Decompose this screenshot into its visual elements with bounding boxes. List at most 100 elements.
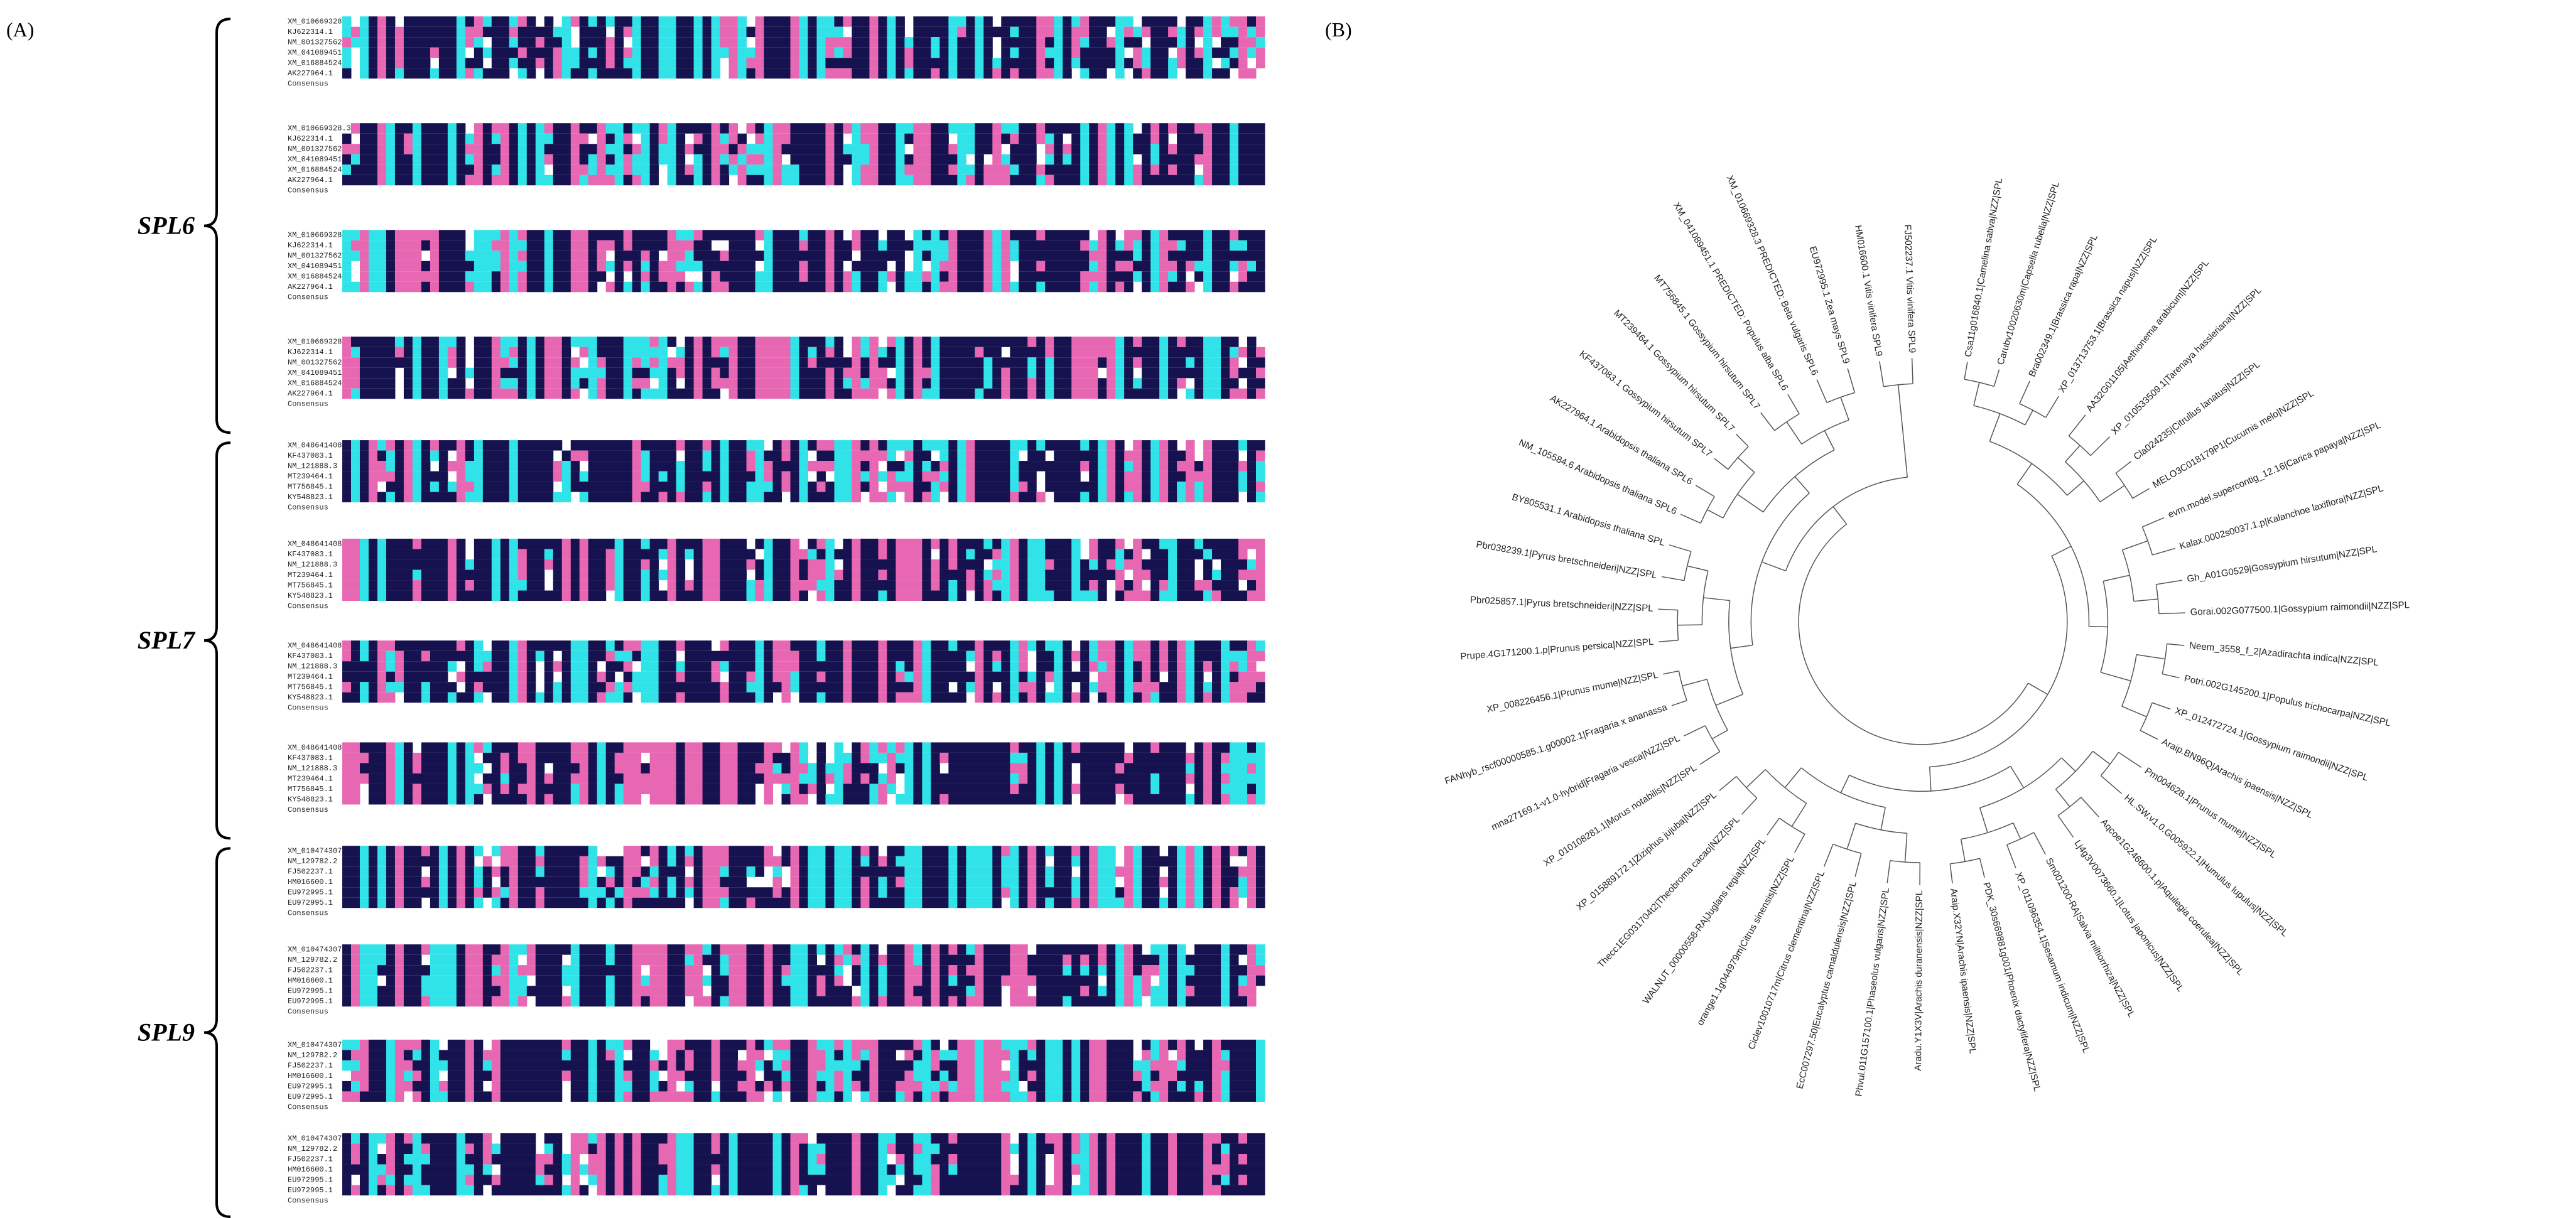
residue-run [588, 388, 598, 399]
branch [2099, 485, 2125, 503]
residue-run [931, 482, 940, 492]
residue-run [843, 539, 852, 549]
residue-run [676, 742, 686, 753]
residue-run [500, 271, 510, 282]
residue-run [1098, 1164, 1107, 1175]
residue-run [1238, 975, 1248, 986]
residue-run [685, 549, 695, 560]
residue-run [605, 773, 624, 784]
residue-run [517, 965, 536, 976]
residue-run [623, 846, 642, 856]
residue-run [394, 742, 404, 753]
residue-run [1107, 164, 1116, 175]
residue-run [728, 856, 765, 867]
residue-run [939, 47, 949, 58]
residue-run [983, 1070, 1010, 1081]
residue-run [825, 876, 835, 888]
branch [1682, 679, 1707, 687]
residue-run [368, 1143, 378, 1155]
residue-run [1230, 682, 1257, 693]
residue-run [860, 347, 870, 358]
residue-run [359, 251, 369, 261]
residue-run [720, 450, 730, 461]
residue-run [491, 1185, 563, 1196]
residue-run [1186, 692, 1195, 703]
consensus-label: Consensus [288, 909, 328, 918]
residue-run [702, 763, 721, 773]
residue-run [693, 876, 703, 888]
residue-run [816, 752, 826, 763]
residue-run [368, 1185, 378, 1196]
branch [1730, 644, 1753, 649]
residue-run [904, 37, 914, 48]
residue-run [649, 1050, 659, 1060]
residue-run [368, 1050, 387, 1060]
residue-run [922, 650, 931, 662]
residue-run [1124, 240, 1134, 251]
residue-run [957, 271, 984, 282]
residue-run [553, 271, 571, 282]
residue-run [394, 1175, 404, 1185]
residue-run [1230, 261, 1239, 272]
residue-run [711, 164, 721, 175]
residue-run [702, 367, 712, 379]
residue-run [1124, 357, 1134, 368]
residue-run [922, 784, 931, 794]
residue-run [1133, 240, 1142, 251]
residue-run [720, 251, 730, 261]
residue-run [825, 539, 835, 549]
residue-run [614, 1175, 624, 1185]
residue-run [1159, 773, 1186, 784]
residue-run [1203, 133, 1213, 144]
residue-run [676, 26, 695, 38]
residue-run [896, 154, 905, 165]
alignment-block: XM_010474307.3NM_129782.2FJ502237.1HM016… [288, 1133, 1265, 1205]
residue-run [685, 887, 695, 898]
residue-run [1168, 1185, 1177, 1196]
residue-run [1036, 794, 1046, 805]
residue-run [711, 1091, 721, 1102]
residue-run [570, 68, 589, 79]
residue-run [1080, 281, 1090, 293]
residue-run [834, 784, 843, 794]
residue-run [1133, 650, 1151, 662]
residue-run [1203, 1039, 1213, 1050]
residue-run [781, 784, 791, 794]
residue-run [632, 230, 668, 240]
residue-run [597, 261, 607, 272]
residue-run [509, 133, 519, 144]
residue-run [720, 123, 730, 134]
residue-run [676, 440, 686, 451]
residue-run [1230, 16, 1248, 27]
residue-run [482, 154, 501, 165]
residue-run [1036, 367, 1046, 379]
residue-run [1080, 954, 1090, 966]
residue-run [342, 26, 352, 38]
residue-run [966, 876, 993, 888]
residue-run [860, 876, 870, 888]
residue-run [1212, 1050, 1221, 1060]
residue-run [948, 640, 958, 651]
residue-run [896, 569, 923, 581]
branch [1901, 422, 1905, 441]
residue-run [764, 944, 774, 955]
residue-run [667, 123, 677, 134]
residue-run [482, 887, 492, 898]
residue-run [825, 692, 843, 703]
residue-run [764, 752, 774, 763]
residue-run [465, 1050, 475, 1060]
residue-run [649, 846, 659, 856]
residue-run [834, 1091, 843, 1102]
residue-run [1186, 897, 1195, 908]
residue-run [632, 1091, 651, 1102]
residue-run [931, 37, 940, 48]
residue-run [983, 68, 993, 79]
residue-run [931, 337, 940, 347]
residue-run [834, 1081, 843, 1092]
residue-run [509, 271, 519, 282]
residue-run [1159, 975, 1169, 986]
residue-run [623, 866, 642, 877]
residue-run [948, 440, 958, 451]
residue-run [764, 784, 774, 794]
residue-run [403, 58, 431, 68]
